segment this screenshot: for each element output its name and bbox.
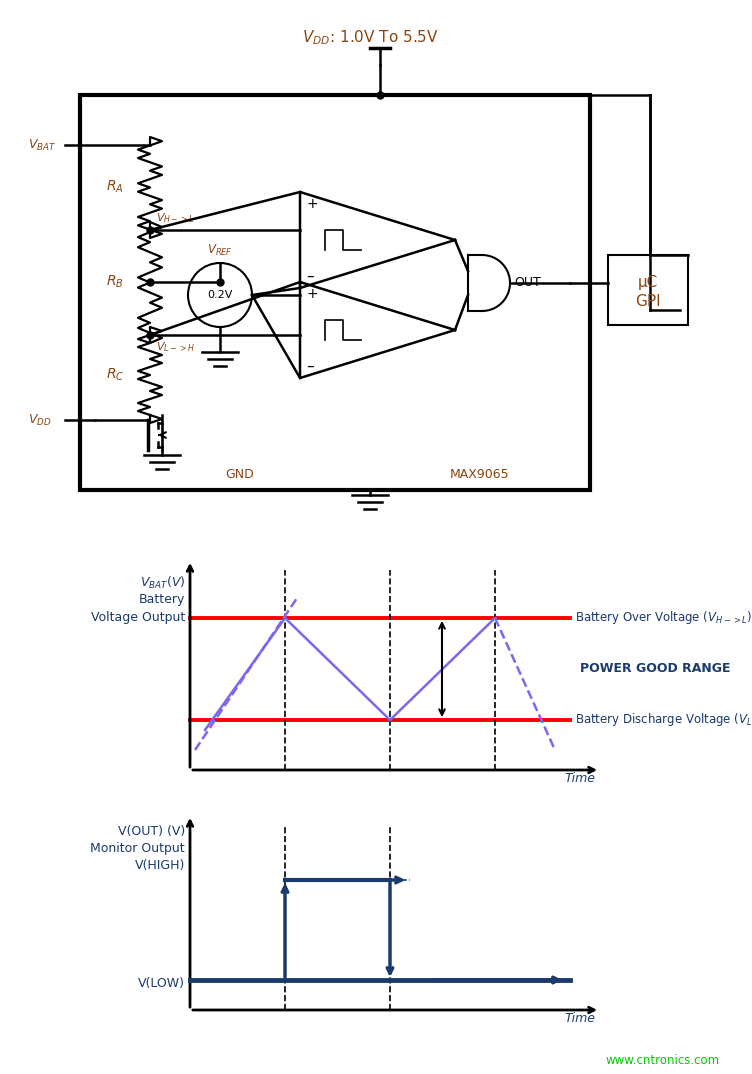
Text: μC: μC <box>638 275 658 290</box>
Text: Battery Discharge Voltage ($V_{L->H}$): Battery Discharge Voltage ($V_{L->H}$) <box>575 711 752 728</box>
Text: V(HIGH): V(HIGH) <box>135 859 185 872</box>
Text: Battery: Battery <box>138 593 185 606</box>
Text: Battery Over Voltage ($V_{H->L}$): Battery Over Voltage ($V_{H->L}$) <box>575 610 752 626</box>
Text: OUT: OUT <box>514 276 541 290</box>
Text: –: – <box>306 268 314 284</box>
Text: $V_{L->H}$: $V_{L->H}$ <box>156 340 195 353</box>
Text: POWER GOOD RANGE: POWER GOOD RANGE <box>580 663 730 676</box>
Text: –: – <box>306 359 314 374</box>
Text: GPI: GPI <box>635 294 661 309</box>
Text: +: + <box>306 197 317 211</box>
Text: Time: Time <box>565 772 596 785</box>
Text: V(LOW): V(LOW) <box>138 977 185 990</box>
Text: $V_{REF}$: $V_{REF}$ <box>207 243 233 258</box>
Text: $R_C$: $R_C$ <box>106 367 124 383</box>
Text: $V_{BAT}(V)$: $V_{BAT}(V)$ <box>140 575 185 591</box>
Text: Time: Time <box>565 1012 596 1025</box>
Text: V(OUT) (V): V(OUT) (V) <box>118 825 185 838</box>
Text: GND: GND <box>226 468 254 481</box>
Text: MAX9065: MAX9065 <box>450 468 510 481</box>
Text: $V_{BAT}$: $V_{BAT}$ <box>28 137 56 153</box>
Text: $V_{DD}$: 1.0V To 5.5V: $V_{DD}$: 1.0V To 5.5V <box>302 29 438 47</box>
Text: 0.2V: 0.2V <box>208 290 232 300</box>
Text: $R_A$: $R_A$ <box>106 178 124 195</box>
Text: Monitor Output: Monitor Output <box>90 842 185 855</box>
Text: +: + <box>306 287 317 301</box>
Bar <box>80 95 590 490</box>
Text: $V_{H->L}$: $V_{H->L}$ <box>156 212 195 224</box>
Text: Voltage Output: Voltage Output <box>91 611 185 624</box>
Text: www.cntronics.com: www.cntronics.com <box>606 1054 720 1066</box>
Text: $R_B$: $R_B$ <box>106 274 124 290</box>
Bar <box>608 255 688 325</box>
Text: $V_{DD}$: $V_{DD}$ <box>28 412 52 427</box>
